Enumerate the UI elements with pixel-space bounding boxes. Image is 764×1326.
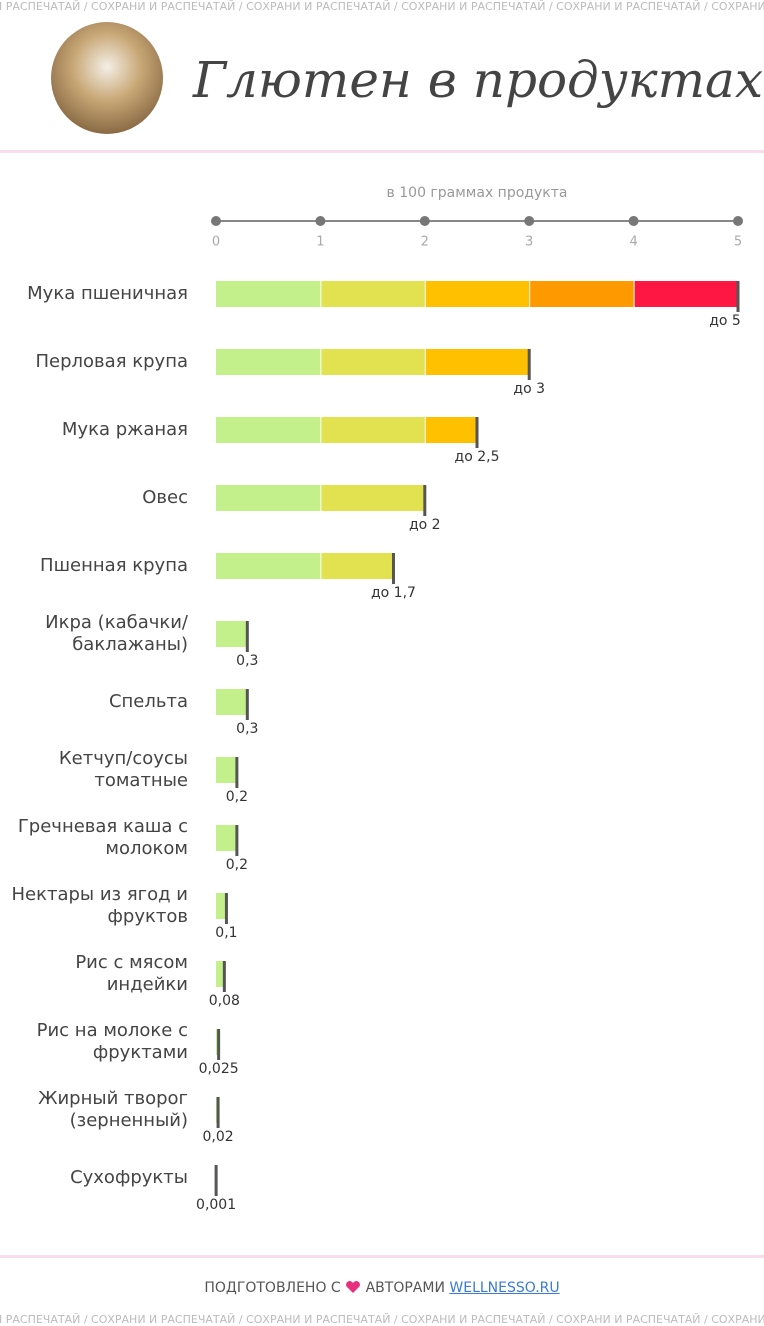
footer: ПОДГОТОВЛЕНО С АВТОРАМИ WELLNESSO.RU: [0, 1280, 764, 1296]
tick-dot: [315, 216, 326, 226]
value-label: 0,3: [236, 721, 258, 737]
bar-segment: [634, 281, 738, 307]
x-tick-label: 2: [421, 235, 429, 250]
tick-dot: [733, 216, 743, 226]
category-label: Икра (кабачки/ баклажаны): [45, 612, 188, 655]
value-label: 0,3: [236, 653, 258, 669]
value-label: до 2,5: [455, 449, 500, 465]
banner: И РАСПЕЧАТАЙ / СОХРАНИ И РАСПЕЧАТАЙ / СО…: [0, 0, 764, 13]
footer-text: ПОДГОТОВЛЕНО С: [204, 1280, 341, 1296]
x-tick-label: 1: [316, 235, 324, 250]
value-label: до 3: [513, 381, 545, 397]
value-label: 0,2: [226, 857, 248, 873]
banner: И РАСПЕЧАТАЙ / СОХРАНИ И РАСПЕЧАТАЙ / СО…: [0, 1313, 764, 1326]
category-label: Нектары из ягод и фруктов: [11, 884, 188, 927]
divider: [0, 1255, 764, 1258]
x-tick-label: 0: [212, 235, 220, 250]
value-label: 0,02: [203, 1129, 234, 1145]
tick-dot: [211, 216, 221, 226]
bar-segment: [216, 825, 237, 851]
bar-segment: [321, 349, 425, 375]
bar-segment: [530, 281, 634, 307]
category-label: Мука пшеничная: [27, 283, 188, 304]
value-label: 0,025: [199, 1061, 239, 1077]
bar-segment: [216, 689, 248, 715]
tick-dot: [419, 216, 430, 226]
bar-segment: [425, 417, 477, 443]
x-tick-label: 4: [629, 235, 637, 250]
category-label: Жирный творог (зерненный): [38, 1088, 188, 1131]
divider: [0, 150, 764, 153]
tick-dot: [628, 216, 639, 226]
category-label: Мука ржаная: [61, 419, 188, 440]
value-label: 0,2: [226, 789, 248, 805]
value-label: до 2: [409, 517, 441, 533]
category-label: Кетчуп/соусы томатные: [58, 748, 188, 791]
value-label: 0,1: [215, 925, 237, 941]
category-label: Пшенная крупа: [40, 555, 188, 576]
bar-segment: [216, 553, 321, 579]
chart-title: Глютен в продуктах: [192, 51, 763, 109]
bar-segment: [425, 349, 530, 375]
category-label: Рис с мясом индейки: [75, 952, 188, 995]
value-label: 0,001: [196, 1197, 236, 1213]
bar-segment: [216, 417, 321, 443]
bar-segment: [216, 349, 321, 375]
category-label: Рис на молоке с фруктами: [36, 1020, 188, 1063]
bar-segment: [216, 961, 225, 987]
bar-segment: [216, 281, 321, 307]
bar-segment: [321, 281, 425, 307]
value-label: 0,08: [209, 993, 240, 1009]
category-label: Гречневая каша с молоком: [17, 816, 188, 859]
photo: [51, 22, 163, 134]
bar-segment: [216, 893, 227, 919]
bar-segment: [216, 485, 321, 511]
bar-segment: [216, 621, 248, 647]
x-tick-label: 3: [525, 235, 533, 250]
bar-segment: [425, 281, 530, 307]
category-label: Сухофрукты: [70, 1167, 188, 1188]
footer-text: АВТОРАМИ: [365, 1280, 445, 1296]
link[interactable]: WELLNESSO.RU: [449, 1280, 560, 1296]
heart-icon: [346, 1281, 361, 1293]
subtitle: в 100 граммах продукта: [387, 185, 568, 201]
category-label: Овес: [142, 487, 188, 508]
value-label: до 1,7: [371, 585, 416, 601]
bar-segment: [321, 553, 394, 579]
bar-segment: [216, 757, 237, 783]
bar-segment: [321, 485, 425, 511]
category-label: Спельта: [108, 691, 188, 712]
value-label: до 5: [709, 313, 741, 329]
category-label: Перловая крупа: [35, 351, 189, 372]
bar-segment: [321, 417, 425, 443]
tick-dot: [524, 216, 535, 226]
x-tick-label: 5: [734, 235, 742, 250]
